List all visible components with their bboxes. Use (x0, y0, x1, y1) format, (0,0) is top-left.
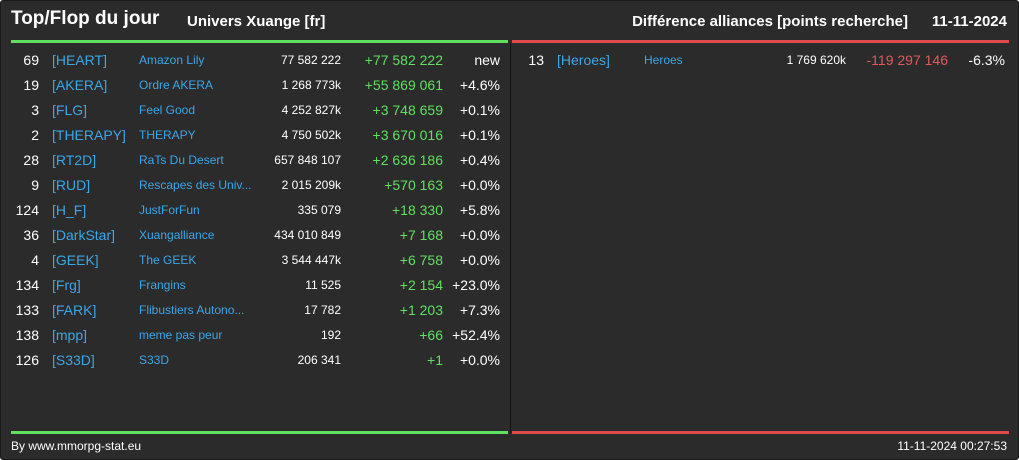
alliance-row: 2 [THERAPY] THERAPY 4 750 502k +3 670 016 +0.… (11, 123, 508, 148)
alliance-rank: 19 (23, 77, 39, 93)
percent-change: +0.1% (459, 102, 500, 118)
alliance-rank: 126 (15, 352, 39, 368)
points-difference: +570 163 (384, 177, 443, 193)
percent-change: +0.0% (459, 252, 500, 268)
alliance-points: 3 544 447k (281, 253, 341, 267)
alliance-points: 1 268 773k (281, 78, 341, 92)
alliance-row: 126 [S33D] S33D 206 341 +1 +0.0% (11, 348, 508, 373)
points-difference: +2 154 (399, 277, 443, 293)
percent-change: +0.0% (459, 227, 500, 243)
percent-change: +23.0% (452, 277, 500, 293)
alliance-tag-link[interactable]: [Frg] (52, 277, 81, 293)
alliance-points: 434 010 849 (274, 228, 341, 242)
alliance-tag-link[interactable]: [GEEK] (52, 252, 99, 268)
alliance-row: 69 [HEART] Amazon Lily 77 582 222 +77 582 22… (11, 48, 508, 73)
alliance-rank: 2 (31, 127, 39, 143)
flop-header-bar (512, 40, 1009, 43)
alliance-rank: 124 (15, 202, 39, 218)
alliance-rank: 134 (15, 277, 39, 293)
points-difference: +7 168 (399, 227, 443, 243)
alliance-tag-link[interactable]: [mpp] (52, 327, 88, 343)
points-difference: +66 (419, 327, 443, 343)
percent-change: +4.6% (459, 77, 500, 93)
percent-change: +0.0% (459, 352, 500, 368)
points-difference: +77 582 222 (364, 52, 443, 68)
alliance-row: 19 [AKERA] Ordre AKERA 1 268 773k +55 869 06… (11, 73, 508, 98)
flop-footer-bar (512, 431, 1009, 434)
alliance-points: 206 341 (297, 353, 341, 367)
alliance-row: 4 [GEEK] The GEEK 3 544 447k +6 758 +0.0% (11, 248, 508, 273)
alliance-row: 124 [H_F] JustForFun 335 079 +18 330 +5.8% (11, 198, 508, 223)
percent-change: +7.3% (459, 302, 500, 318)
points-difference: +1 203 (399, 302, 443, 318)
top-footer-bar (11, 431, 508, 434)
alliance-row: 138 [mpp] meme pas peur 192 +66 +52.4% (11, 323, 508, 348)
points-difference: +3 748 659 (372, 102, 443, 118)
alliance-tag-link[interactable]: [HEART] (52, 52, 107, 68)
points-difference: +18 330 (392, 202, 443, 218)
alliance-tag-link[interactable]: [DarkStar] (52, 227, 116, 243)
alliance-rank: 4 (31, 252, 39, 268)
alliance-points: 657 848 107 (274, 153, 341, 167)
percent-change: +0.1% (459, 127, 500, 143)
date-label: 11-11-2024 (931, 13, 1007, 30)
alliance-row: 36 [DarkStar] Xuangalliance 434 010 849 +7 1… (11, 223, 508, 248)
points-difference: +6 758 (399, 252, 443, 268)
percent-change: new (474, 52, 500, 68)
alliance-row: 133 [FARK] Flibustiers Autono... 17 782 +1 2… (11, 298, 508, 323)
alliance-points: 17 782 (304, 303, 341, 317)
alliance-row: 28 [RT2D] RaTs Du Desert 657 848 107 +2 636 … (11, 148, 508, 173)
alliance-tag-link[interactable]: [RT2D] (52, 152, 97, 168)
alliance-points: 11 525 (305, 278, 341, 292)
universe-label: Univers Xuange [fr] (187, 13, 326, 30)
alliance-rank: 9 (31, 177, 39, 193)
alliance-rank: 28 (23, 152, 39, 168)
top-header-bar (11, 40, 508, 43)
timestamp: 11-11-2024 00:27:53 (897, 439, 1007, 453)
alliance-row: 134 [Frg] Frangins 11 525 +2 154 +23.0% (11, 273, 508, 298)
alliance-tag-link[interactable]: [THERAPY] (52, 127, 126, 143)
alliance-tag-link[interactable]: [AKERA] (52, 77, 108, 93)
page-title: Top/Flop du jour (11, 8, 160, 29)
points-difference: +2 636 186 (372, 152, 443, 168)
alliance-rank: 133 (15, 302, 39, 318)
alliance-tag-link[interactable]: [RUD] (52, 177, 91, 193)
alliance-tag-link[interactable]: [Heroes] (557, 52, 610, 68)
points-difference: +1 (427, 352, 443, 368)
percent-change: +0.4% (459, 152, 500, 168)
alliance-tag-link[interactable]: [FARK] (52, 302, 97, 318)
alliance-rank: 69 (23, 52, 39, 68)
category-label: Différence alliances [points recherche] (632, 13, 908, 30)
alliance-tag-link[interactable]: [H_F] (52, 202, 87, 218)
alliance-points: 4 750 502k (281, 128, 341, 142)
percent-change: +5.8% (459, 202, 500, 218)
alliance-rank: 3 (31, 102, 39, 118)
column-divider (510, 43, 511, 433)
alliance-row: 9 [RUD] Rescapes des Univ... 2 015 209k +570… (11, 173, 508, 198)
percent-change: +0.0% (459, 177, 500, 193)
percent-change: +52.4% (452, 327, 500, 343)
alliance-points: 2 015 209k (281, 178, 341, 192)
alliance-tag-link[interactable]: [FLG] (52, 102, 88, 118)
alliance-points: 335 079 (297, 203, 341, 217)
points-difference: -119 297 146 (866, 52, 948, 68)
alliance-row: 13 [Heroes] Heroes 1 769 620k -119 297 146 -6… (516, 48, 1013, 73)
alliance-points: 1 769 620k (786, 53, 846, 67)
alliance-rank: 13 (528, 52, 544, 68)
alliance-row: 3 [FLG] Feel Good 4 252 827k +3 748 659 +0.1% (11, 98, 508, 123)
points-difference: +55 869 061 (364, 77, 443, 93)
alliance-rank: 36 (23, 227, 39, 243)
alliance-rank: 138 (15, 327, 39, 343)
alliance-points: 192 (320, 328, 341, 342)
alliance-points: 4 252 827k (281, 103, 341, 117)
alliance-points: 77 582 222 (280, 53, 341, 67)
credit-link[interactable]: By www.mmorpg-stat.eu (11, 439, 142, 453)
points-difference: +3 670 016 (372, 127, 443, 143)
percent-change: -6.3% (968, 52, 1005, 68)
alliance-tag-link[interactable]: [S33D] (52, 352, 95, 368)
